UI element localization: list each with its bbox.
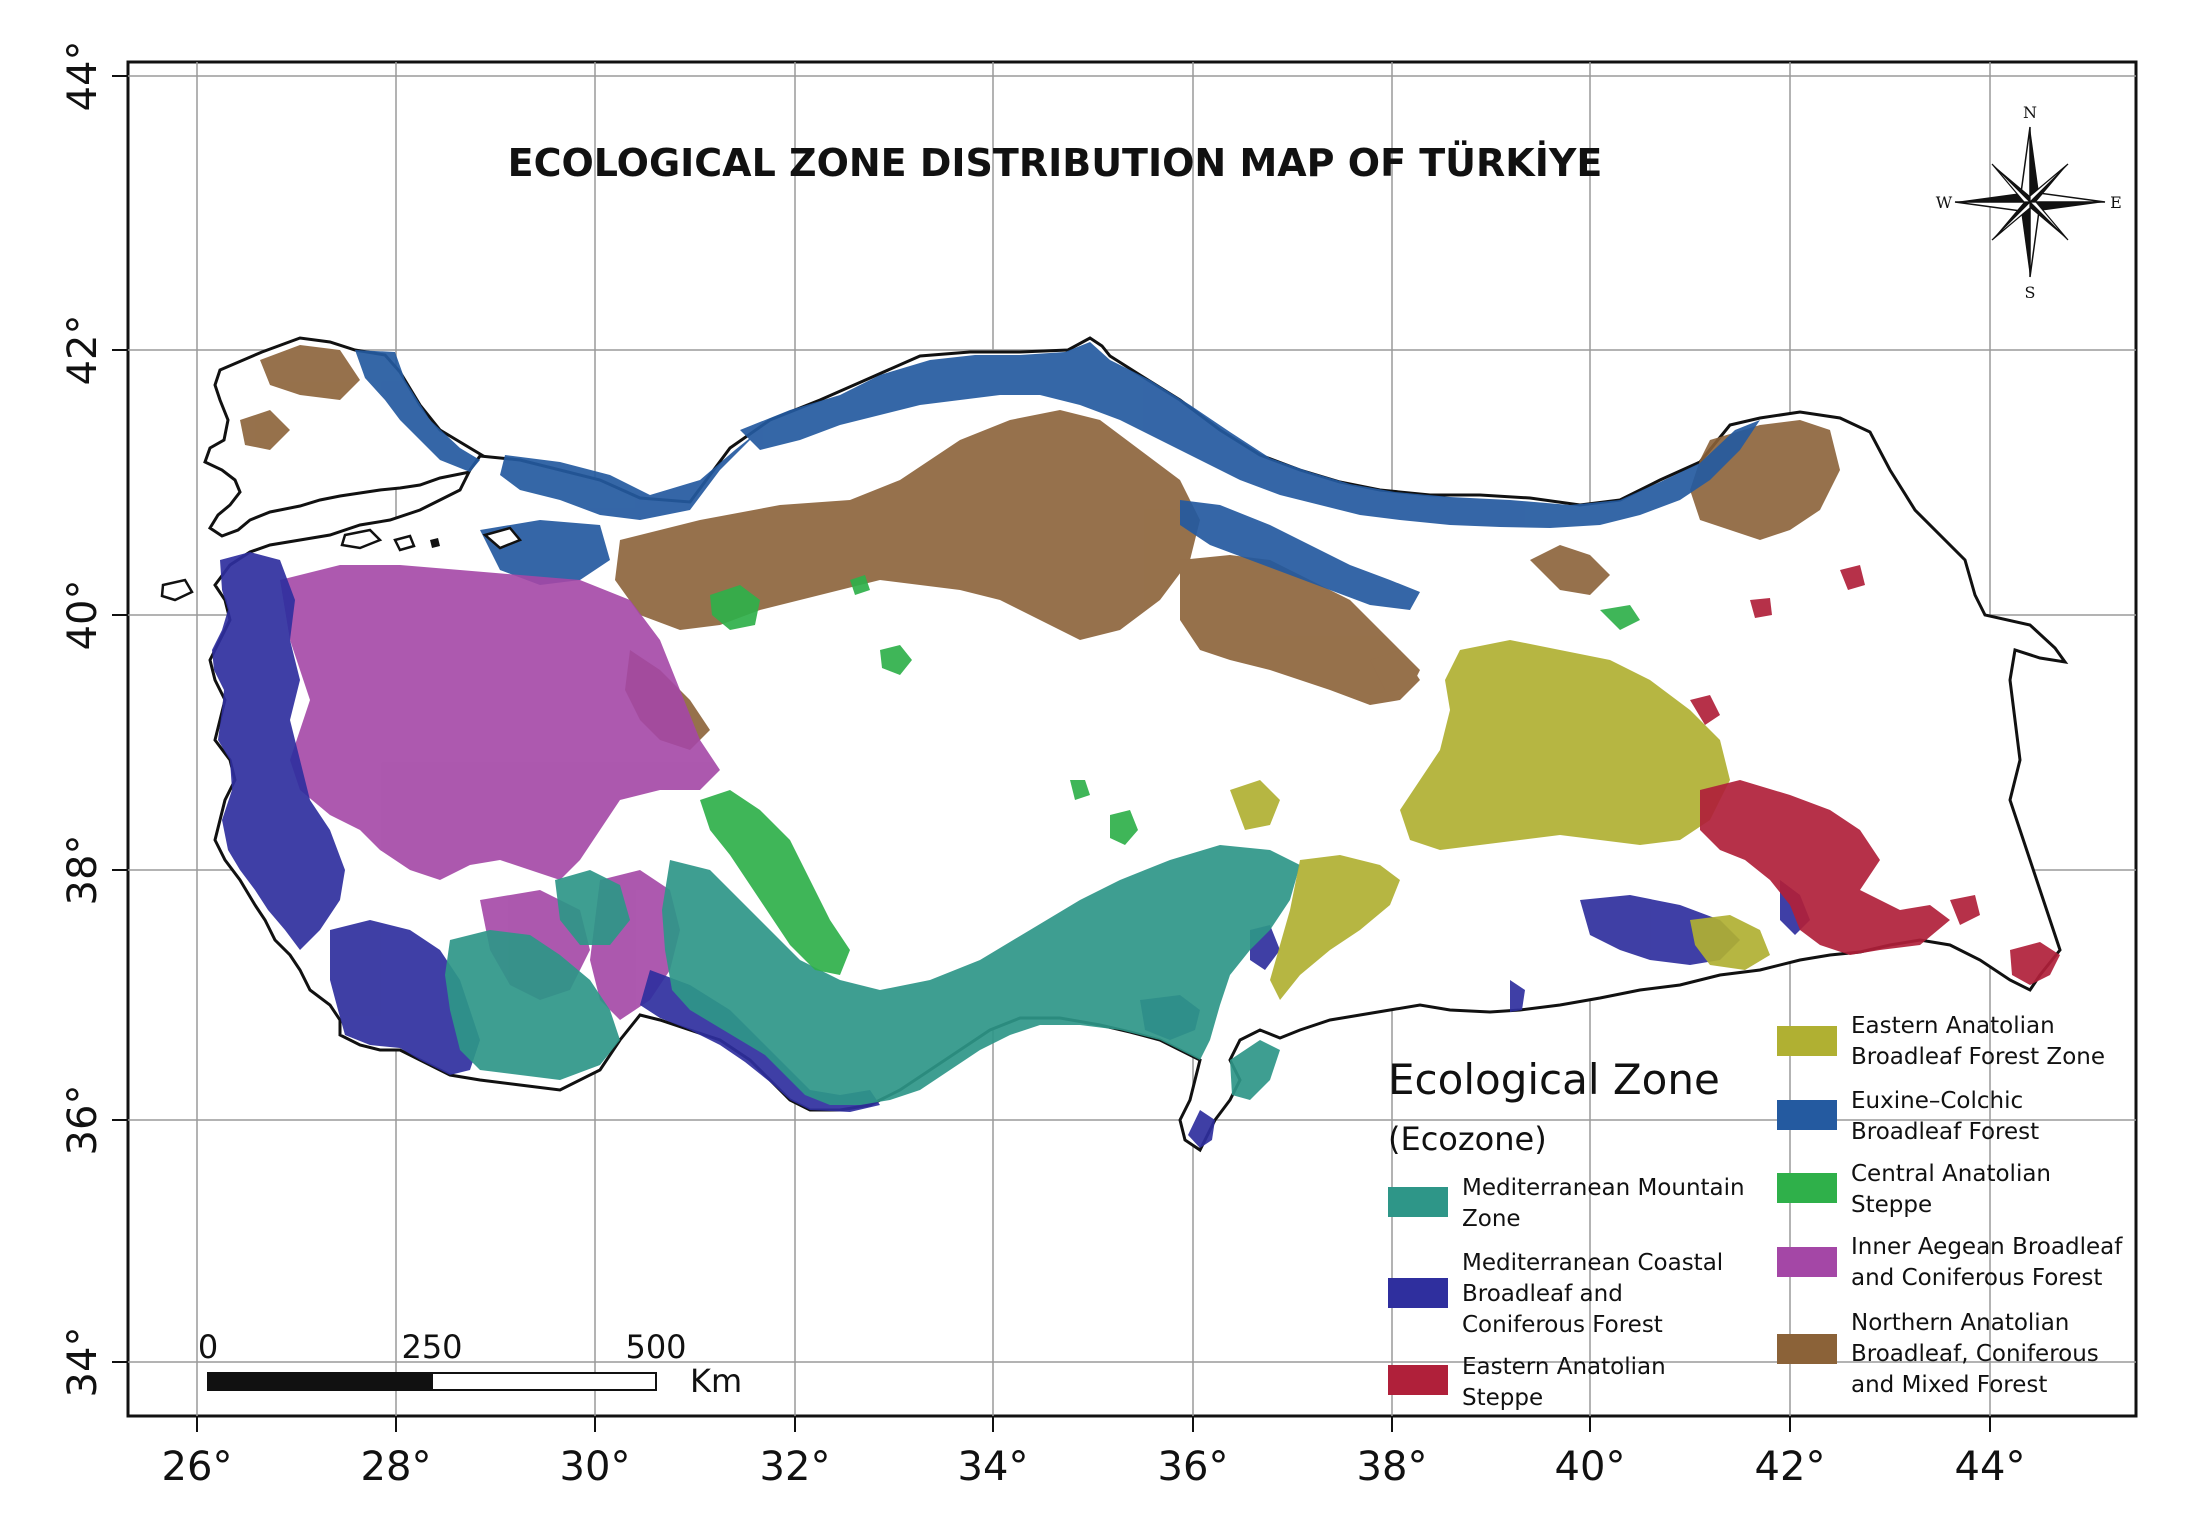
legend-swatch [1777, 1100, 1837, 1130]
y-tick-label: 38° [60, 835, 106, 906]
legend-label: Steppe [1462, 1385, 1543, 1411]
legend-label: Mediterranean Mountain [1462, 1175, 1745, 1201]
x-tick-label: 42° [1755, 1444, 1826, 1490]
legend-swatch [1777, 1334, 1837, 1364]
scale-unit-label: Km [690, 1362, 742, 1400]
x-axis-labels: 26° 28° 30° 32° 34° 36° 38° 40° 42° 44° [162, 1444, 2026, 1490]
x-tick-label: 26° [162, 1444, 233, 1490]
scale-bar: 0 250 500 Km [198, 1328, 742, 1400]
x-tick-label: 34° [958, 1444, 1029, 1490]
scale-bar-empty-segment [431, 1372, 657, 1391]
zone-eastern-anatolian-steppe [1690, 565, 2060, 985]
zone-central-anatolian-steppe [700, 575, 1640, 975]
y-axis-labels: 44° 42° 40° 38° 36° 34° [60, 41, 106, 1398]
y-tick-label: 34° [60, 1327, 106, 1398]
compass-star-icon [1954, 126, 2106, 278]
legend-label: and Coniferous Forest [1851, 1265, 2102, 1291]
y-tick-label: 44° [60, 41, 106, 112]
compass-west-label: W [1936, 193, 1953, 212]
legend: Ecological Zone (Ecozone) Mediterranean … [1388, 1013, 2123, 1411]
legend-swatch [1777, 1026, 1837, 1056]
y-tick-label: 36° [60, 1085, 106, 1156]
legend-subtitle: (Ecozone) [1388, 1120, 1547, 1158]
compass-north-label: N [2023, 103, 2037, 122]
legend-label: Euxine–Colchic [1851, 1088, 2023, 1114]
legend-label: Broadleaf, Coniferous [1851, 1341, 2099, 1367]
y-tick-label: 42° [60, 315, 106, 386]
lake-island-marker [430, 538, 440, 548]
scale-label-250: 250 [401, 1328, 462, 1366]
legend-item-eastern-anatolian-steppe: Eastern Anatolian Steppe [1388, 1354, 1666, 1411]
legend-swatch [1777, 1247, 1837, 1277]
legend-title: Ecological Zone [1388, 1055, 1720, 1104]
x-tick-label: 40° [1555, 1444, 1626, 1490]
frame-ticks [112, 75, 1991, 1432]
legend-label: Central Anatolian [1851, 1161, 2051, 1187]
legend-label: Broadleaf Forest Zone [1851, 1044, 2105, 1070]
y-tick-label: 40° [60, 580, 106, 651]
legend-label: Zone [1462, 1206, 1521, 1232]
legend-item-northern-anatolian: Northern Anatolian Broadleaf, Coniferous… [1777, 1310, 2099, 1398]
legend-label: Mediterranean Coastal [1462, 1250, 1723, 1276]
x-tick-label: 32° [760, 1444, 831, 1490]
turkey-landmass [160, 336, 2069, 1153]
legend-label: Broadleaf and [1462, 1281, 1623, 1307]
legend-label: Coniferous Forest [1462, 1312, 1663, 1338]
x-tick-label: 28° [361, 1444, 432, 1490]
legend-label: Northern Anatolian [1851, 1310, 2069, 1336]
legend-label: and Mixed Forest [1851, 1372, 2047, 1398]
legend-swatch [1388, 1187, 1448, 1217]
legend-item-central-anatolian-steppe: Central Anatolian Steppe [1777, 1161, 2051, 1218]
compass-rose: N S E W [1936, 103, 2122, 302]
zone-mediterranean-mountain [445, 845, 1300, 1105]
legend-label: Steppe [1851, 1192, 1932, 1218]
legend-item-euxine-colchic: Euxine–Colchic Broadleaf Forest [1777, 1088, 2039, 1145]
scale-label-500: 500 [625, 1328, 686, 1366]
legend-swatch [1388, 1365, 1448, 1395]
legend-label: Broadleaf Forest [1851, 1119, 2039, 1145]
x-tick-label: 30° [560, 1444, 631, 1490]
legend-label: Eastern Anatolian [1851, 1013, 2055, 1039]
legend-swatch [1777, 1173, 1837, 1203]
legend-label: Eastern Anatolian [1462, 1354, 1666, 1380]
legend-label: Inner Aegean Broadleaf [1851, 1234, 2123, 1260]
legend-swatch [1388, 1278, 1448, 1308]
islands [160, 526, 523, 602]
scale-label-0: 0 [198, 1328, 218, 1366]
x-tick-label: 44° [1955, 1444, 2026, 1490]
x-tick-label: 36° [1158, 1444, 1229, 1490]
legend-item-mediterranean-coastal: Mediterranean Coastal Broadleaf and Coni… [1388, 1250, 1723, 1338]
legend-item-mediterranean-mountain: Mediterranean Mountain Zone [1388, 1175, 1745, 1232]
x-tick-label: 38° [1357, 1444, 1428, 1490]
legend-item-eastern-anatolian-broadleaf: Eastern Anatolian Broadleaf Forest Zone [1777, 1013, 2105, 1070]
compass-east-label: E [2110, 193, 2122, 212]
map-title: ECOLOGICAL ZONE DISTRIBUTION MAP OF TÜRK… [508, 141, 1603, 185]
zone-eastern-anatolian-broadleaf [1230, 640, 1770, 1000]
scale-bar-filled-segment [207, 1372, 433, 1391]
legend-item-inner-aegean: Inner Aegean Broadleaf and Coniferous Fo… [1777, 1234, 2123, 1291]
compass-south-label: S [2025, 283, 2036, 302]
